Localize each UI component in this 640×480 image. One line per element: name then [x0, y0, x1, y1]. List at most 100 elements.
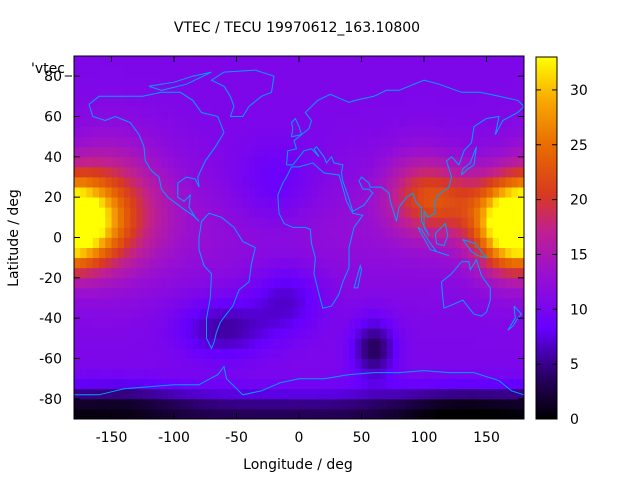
heatmap-cell: [236, 177, 244, 188]
heatmap-cell: [511, 287, 519, 299]
heatmap-cell: [324, 207, 331, 218]
heatmap-cell: [499, 318, 506, 329]
heatmap-cell: [330, 398, 337, 410]
heatmap-cell: [92, 237, 100, 248]
heatmap-cell: [261, 358, 269, 369]
heatmap-cell: [399, 76, 406, 87]
heatmap-cell: [92, 86, 100, 97]
heatmap-cell: [511, 217, 519, 228]
heatmap-cell: [480, 298, 487, 309]
heatmap-cell: [142, 298, 150, 309]
heatmap-cell: [424, 277, 431, 289]
heatmap-cell: [92, 398, 100, 410]
heatmap-cell: [86, 298, 94, 309]
heatmap-cell: [267, 106, 275, 117]
heatmap-cell: [405, 368, 412, 380]
heatmap-cell: [80, 408, 87, 420]
heatmap-cell: [117, 227, 125, 238]
heatmap-cell: [386, 318, 394, 329]
y-tick-label: 80: [44, 69, 62, 85]
heatmap-cell: [267, 66, 275, 77]
heatmap-cell: [486, 267, 494, 279]
heatmap-cell: [467, 187, 475, 198]
heatmap-cell: [205, 398, 212, 410]
heatmap-cell: [255, 146, 262, 158]
heatmap-cell: [292, 146, 300, 158]
heatmap-cell: [74, 156, 81, 168]
heatmap-cell: [267, 398, 275, 410]
heatmap-cell: [461, 56, 469, 67]
heatmap-cell: [136, 106, 144, 117]
heatmap-cell: [374, 318, 381, 329]
heatmap-cell: [292, 298, 300, 309]
heatmap-cell: [180, 116, 187, 127]
heatmap-cell: [117, 267, 125, 279]
heatmap-cell: [511, 66, 519, 77]
heatmap-cell: [374, 257, 381, 269]
heatmap-cell: [86, 247, 94, 259]
heatmap-cell: [111, 227, 119, 238]
heatmap-cell: [455, 126, 462, 138]
heatmap-cell: [517, 257, 525, 269]
heatmap-cell: [355, 66, 362, 77]
heatmap-cell: [436, 378, 444, 390]
madagascar-coast: [353, 263, 363, 289]
heatmap-cell: [74, 217, 81, 228]
heatmap-cell: [486, 56, 494, 67]
heatmap-cell: [392, 368, 400, 380]
heatmap-cell: [105, 318, 112, 329]
heatmap-cell: [399, 247, 406, 259]
heatmap-cell: [511, 96, 519, 107]
heatmap-cell: [255, 318, 262, 329]
heatmap-cell: [199, 156, 206, 168]
heatmap-cell: [142, 308, 150, 319]
heatmap-cell: [411, 398, 419, 410]
heatmap-cell: [455, 156, 462, 168]
heatmap-cell: [374, 136, 381, 148]
heatmap-cell: [486, 76, 494, 87]
heatmap-cell: [99, 197, 106, 208]
heatmap-cell: [80, 96, 87, 107]
heatmap-cell: [311, 308, 319, 319]
heatmap-cell: [305, 106, 312, 117]
heatmap-cell: [167, 116, 175, 127]
heatmap-cell: [405, 106, 412, 117]
heatmap-cell: [224, 156, 231, 168]
heatmap-cell: [355, 287, 362, 299]
heatmap-cell: [349, 388, 356, 400]
heatmap-cell: [430, 177, 437, 188]
heatmap-cell: [517, 298, 525, 309]
heatmap-cell: [130, 368, 137, 380]
heatmap-cell: [442, 277, 450, 289]
heatmap-cell: [142, 277, 150, 289]
heatmap-cell: [92, 76, 100, 87]
heatmap-cell: [424, 187, 431, 198]
heatmap-cell: [380, 398, 387, 410]
heatmap-cell: [286, 358, 294, 369]
heatmap-cell: [92, 166, 100, 178]
heatmap-cell: [124, 187, 131, 198]
heatmap-cell: [124, 136, 131, 148]
heatmap-cell: [217, 237, 225, 248]
heatmap-cell: [336, 237, 344, 248]
heatmap-cell: [424, 106, 431, 117]
heatmap-cell: [386, 298, 394, 309]
heatmap-cell: [461, 358, 469, 369]
heatmap-cell: [430, 338, 437, 349]
heatmap-cell: [142, 106, 150, 117]
heatmap-cell: [80, 277, 87, 289]
heatmap-cell: [280, 86, 287, 97]
heatmap-cell: [149, 146, 156, 158]
heatmap-cell: [330, 328, 337, 339]
heatmap-cell: [86, 76, 94, 87]
heatmap-cell: [111, 267, 119, 279]
heatmap-cell: [217, 247, 225, 259]
heatmap-cell: [186, 136, 194, 148]
heatmap-cell: [411, 187, 419, 198]
heatmap-cell: [155, 197, 162, 208]
heatmap-cell: [417, 237, 425, 248]
heatmap-cell: [124, 328, 131, 339]
heatmap-cell: [430, 96, 437, 107]
heatmap-cell: [336, 338, 344, 349]
heatmap-cell: [211, 378, 219, 390]
